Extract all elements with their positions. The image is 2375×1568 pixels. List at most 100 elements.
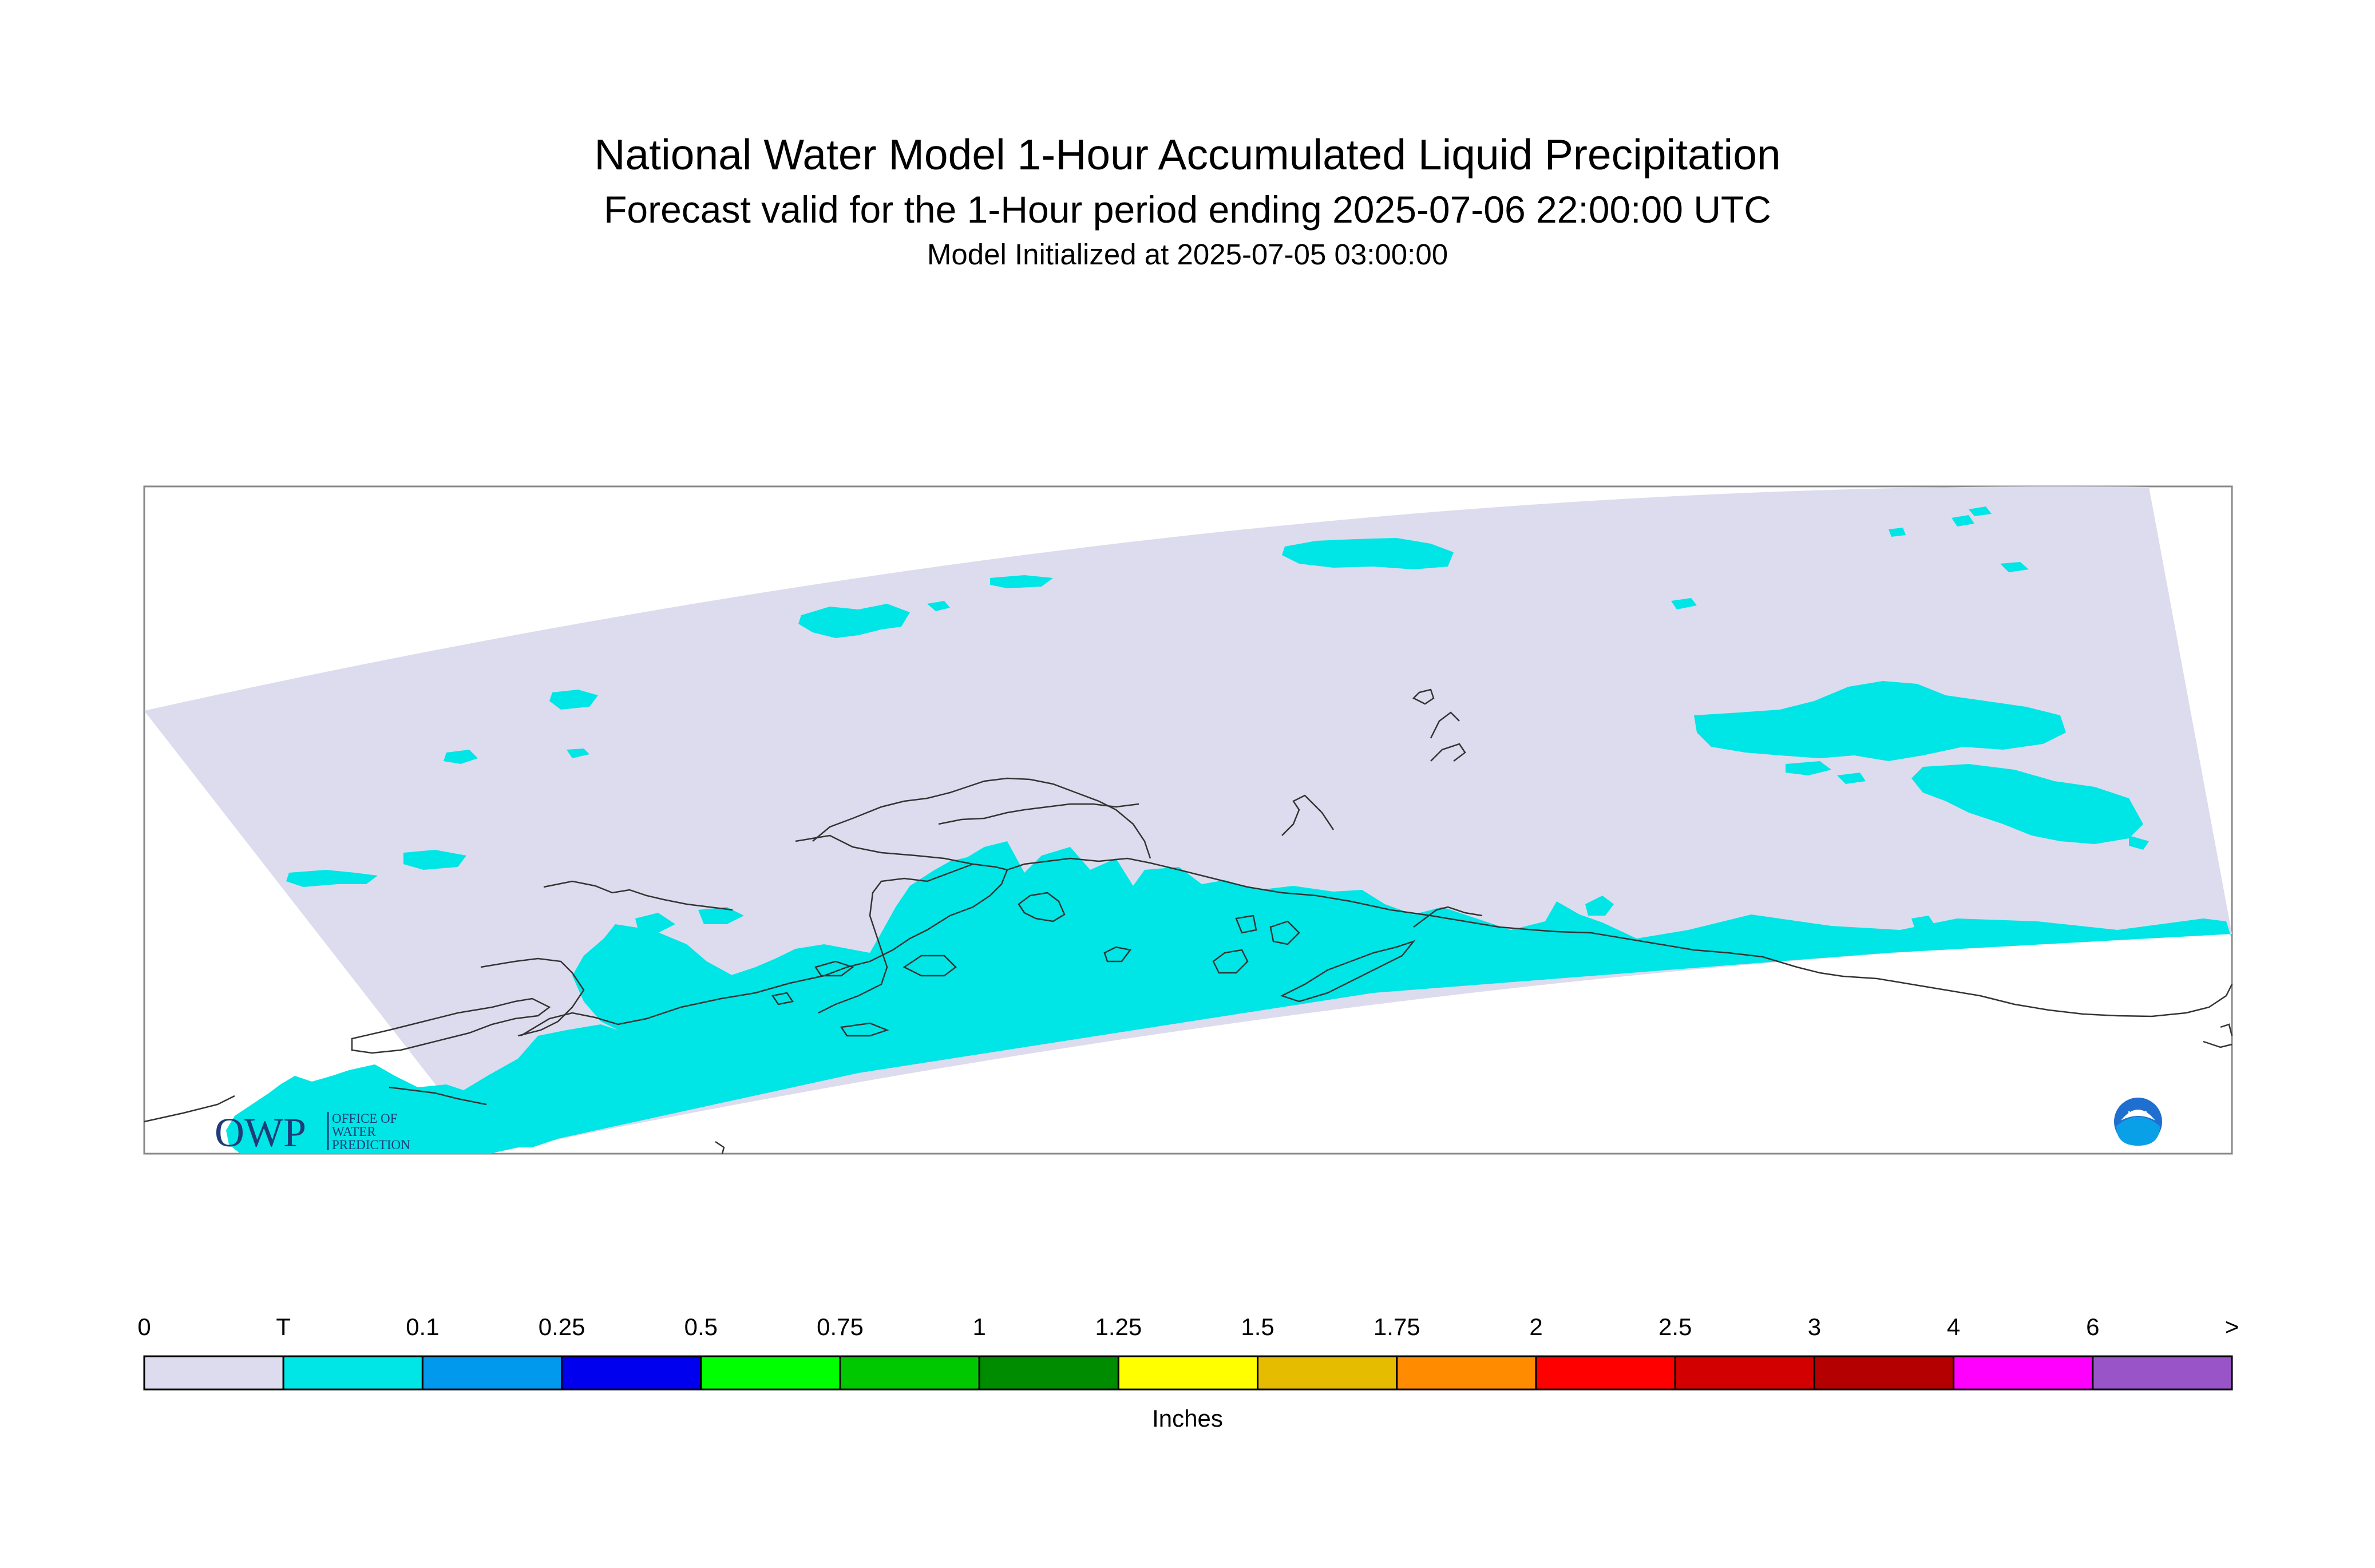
legend-tick-label: 1.25 <box>1095 1313 1142 1340</box>
legend-swatch <box>1396 1355 1537 1391</box>
coastline <box>1281 794 1335 836</box>
coastline <box>520 857 1878 1037</box>
precip-area <box>635 913 675 933</box>
legend-swatch <box>561 1355 702 1391</box>
legend-tick-label: 0.5 <box>684 1313 718 1340</box>
legend-swatch <box>1117 1355 1259 1391</box>
legend-tick-label: 3 <box>1807 1313 1822 1340</box>
coastline <box>1018 892 1066 922</box>
legend-color-bar <box>143 1355 2233 1391</box>
precip-area <box>549 690 598 710</box>
precip-area <box>2000 562 2029 572</box>
legend-swatch <box>839 1355 980 1391</box>
coastlines <box>144 688 2233 1154</box>
coastline <box>938 803 1139 825</box>
legend-swatch <box>1674 1355 1815 1391</box>
precip-area <box>798 604 910 638</box>
coastline <box>771 992 794 1005</box>
precip-area <box>927 601 950 611</box>
coastline <box>144 1095 235 1123</box>
legend-tick-label: 1.75 <box>1373 1313 1420 1340</box>
precip-area <box>990 575 1053 588</box>
precip-area <box>286 870 378 887</box>
precip-area <box>1694 681 2066 761</box>
precip-area <box>226 841 2232 1154</box>
coastline <box>1212 949 1249 974</box>
coastline <box>2186 984 2233 1014</box>
precip-area <box>1671 598 1697 609</box>
coastline <box>1412 688 1435 705</box>
legend-swatch <box>1813 1355 1955 1391</box>
precip-area <box>2129 836 2149 850</box>
precip-area <box>1969 506 1992 516</box>
map-content <box>144 486 2233 1154</box>
coastline <box>818 863 973 1014</box>
coastline <box>480 957 585 1037</box>
forecast-valid-subtitle: Forecast valid for the 1-Hour period end… <box>604 188 1771 231</box>
coastline <box>715 1141 725 1154</box>
precip-area <box>1889 528 1906 537</box>
precip-area <box>1911 764 2143 844</box>
legend-swatch <box>1953 1355 2094 1391</box>
legend-tick-label: 2.5 <box>1658 1313 1692 1340</box>
legend-tick-label: 0.1 <box>406 1313 440 1340</box>
legend-tick-label: 0 <box>137 1313 151 1340</box>
precip-area <box>572 924 750 1050</box>
coastline <box>795 834 1008 871</box>
owp-logo: OWP OFFICE OF WATER PREDICTION <box>215 1110 410 1155</box>
legend-swatch <box>143 1355 284 1391</box>
coastline <box>2220 1023 2233 1036</box>
precip-area <box>1911 916 1934 927</box>
legend-tick-label: 2 <box>1529 1313 1543 1340</box>
noaa-logo-wave <box>2116 1116 2160 1146</box>
owp-logo-mark: OWP <box>215 1110 306 1155</box>
precip-area <box>444 750 478 764</box>
legend-labels: 0 T 0.1 0.25 0.5 0.75 1 1.25 1.5 1.75 2 2.5 3 4 6 > <box>0 1313 2375 1348</box>
coastline <box>351 997 551 1054</box>
noaa-logo-text: NOAA <box>2128 1110 2148 1118</box>
legend-tick-label: 0.75 <box>817 1313 864 1340</box>
legend-units-label: Inches <box>1152 1405 1223 1432</box>
legend-tick-label: 4 <box>1946 1313 1961 1340</box>
precip-area <box>1952 515 1974 526</box>
noaa-logo-bird <box>2121 1110 2155 1120</box>
legend-tick-label: > <box>2224 1313 2239 1340</box>
coastline <box>812 777 1099 842</box>
owp-logo-line2: WATER <box>332 1124 376 1139</box>
legend-swatch <box>2092 1355 2233 1391</box>
coastline <box>1877 977 2187 1017</box>
coastline <box>1235 914 1257 934</box>
precipitation-trace-areas <box>226 506 2232 1154</box>
precip-area <box>403 850 466 870</box>
legend-swatch <box>421 1355 563 1391</box>
coastline <box>1098 800 1151 859</box>
legend-tick-label: 6 <box>2086 1313 2100 1340</box>
page-title: National Water Model 1-Hour Accumulated … <box>594 130 1781 179</box>
owp-logo-line3: PREDICTION <box>332 1138 410 1152</box>
noaa-logo: NOAA <box>2114 1098 2162 1146</box>
legend-swatch <box>282 1355 423 1391</box>
precip-area <box>489 1124 558 1147</box>
coastline <box>1413 906 1483 928</box>
coastline <box>389 1086 487 1106</box>
coastline <box>1280 940 1416 1003</box>
legend-tick-label: 1.5 <box>1241 1313 1274 1340</box>
legend-swatch <box>978 1355 1119 1391</box>
legend-tick-label: 1 <box>972 1313 986 1340</box>
coastline <box>902 955 957 977</box>
coastline <box>2203 1040 2232 1048</box>
model-initialized-text: Model Initialized at 2025-07-05 03:00:00 <box>927 238 1448 271</box>
legend-swatch <box>1535 1355 1676 1391</box>
legend-swatch <box>1257 1355 1398 1391</box>
coastline <box>1269 920 1300 945</box>
precip-area <box>1786 761 1831 775</box>
legend-tick-label: 0.25 <box>538 1313 585 1340</box>
precip-area <box>698 907 744 924</box>
coastline <box>1430 743 1466 762</box>
legend-tick-label: T <box>276 1313 291 1340</box>
precip-area <box>1837 773 1866 784</box>
precip-area <box>1585 896 1614 916</box>
coastline <box>814 960 854 977</box>
coastline <box>840 1022 889 1037</box>
